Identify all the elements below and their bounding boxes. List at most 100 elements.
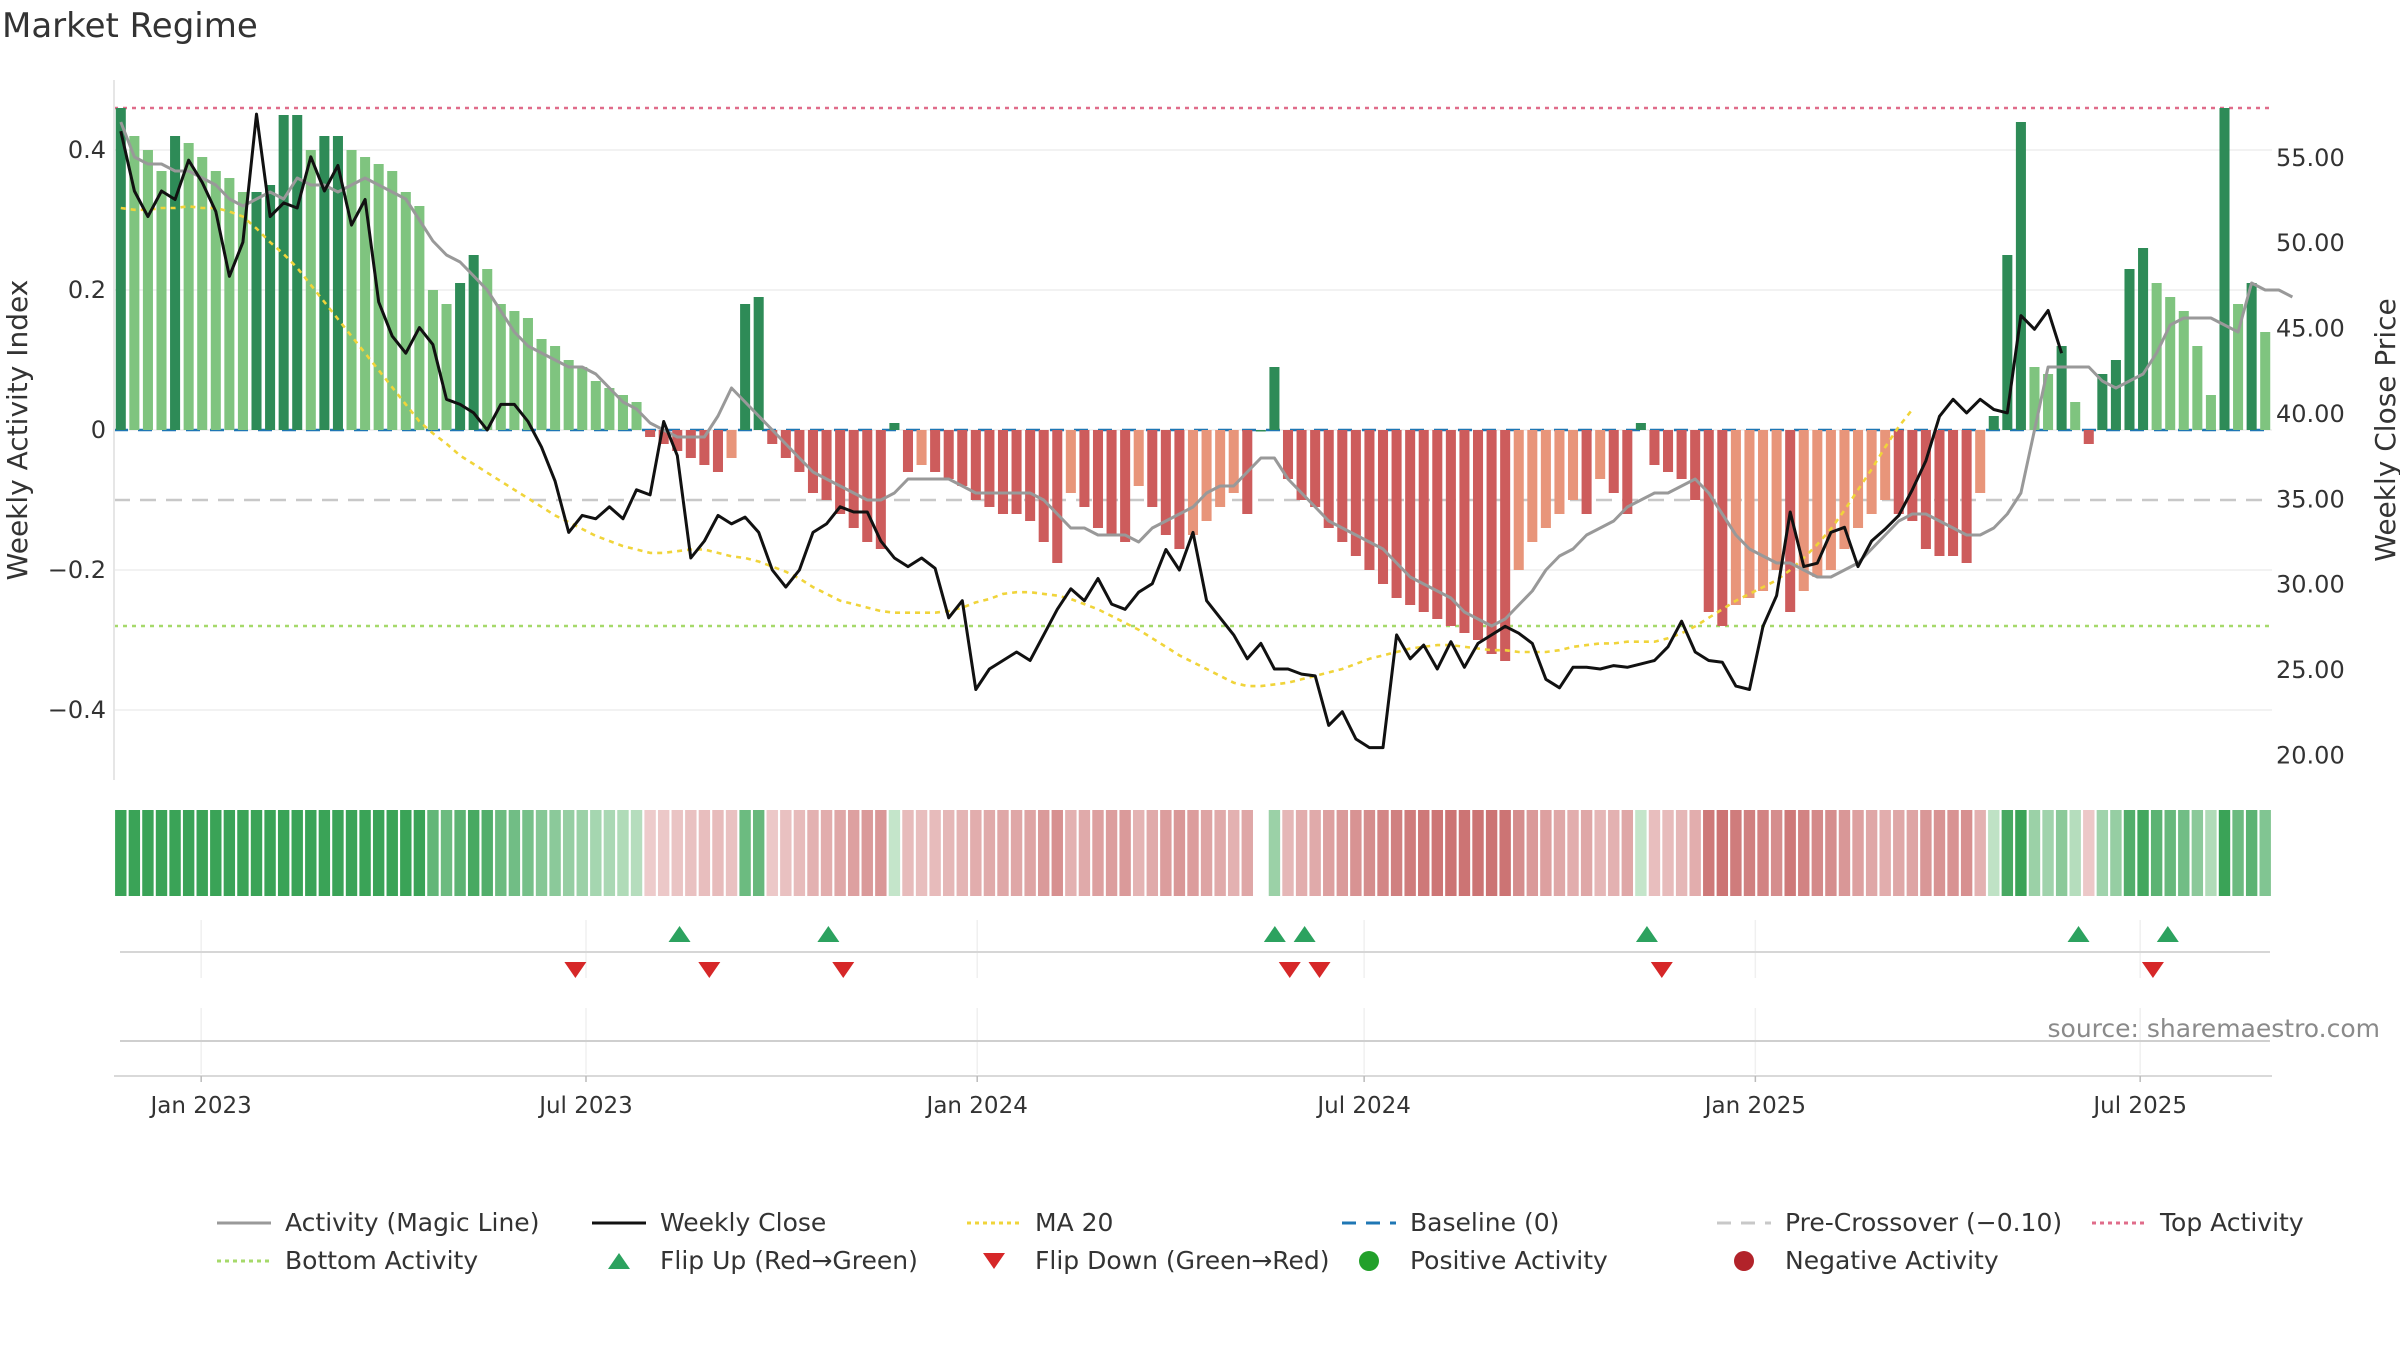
- activity-bar: [862, 430, 873, 542]
- activity-bar: [1730, 430, 1741, 605]
- activity-bar: [550, 346, 561, 430]
- regime-strip-cell: [2150, 810, 2163, 896]
- regime-strip-cell: [115, 810, 127, 896]
- regime-strip-cell: [780, 810, 792, 896]
- flip-markers-layer: [120, 920, 2270, 978]
- activity-bar: [360, 157, 371, 430]
- legend-label: Positive Activity: [1410, 1246, 1608, 1275]
- regime-strip-cell: [2001, 810, 2014, 896]
- y2-tick-label: 50.00: [2276, 229, 2345, 257]
- activity-bar: [1215, 430, 1226, 507]
- regime-strip-cell: [1852, 810, 1864, 896]
- activity-bar: [1717, 430, 1728, 626]
- regime-strip-cell: [2110, 810, 2122, 896]
- activity-bar: [1703, 430, 1714, 612]
- red-dot-icon: [1734, 1250, 1754, 1271]
- regime-strip-cell: [847, 810, 860, 896]
- regime-strip-cell: [1295, 810, 1308, 896]
- regime-strip-cell: [2028, 810, 2041, 896]
- activity-bar: [346, 150, 357, 430]
- activity-bar: [1187, 430, 1199, 535]
- activity-bar: [522, 318, 533, 430]
- regime-strip-cell: [725, 810, 738, 896]
- activity-bar: [1893, 430, 1904, 514]
- magic-line: [119, 121, 2294, 628]
- activity-bar: [1934, 430, 1945, 556]
- x-tick-label: Jul 2025: [2091, 1093, 2187, 1119]
- activity-bar: [1676, 430, 1687, 479]
- legend-label: Flip Down (Green→Red): [1035, 1246, 1330, 1275]
- activity-bar: [685, 430, 696, 458]
- activity-bar: [1853, 430, 1864, 528]
- activity-bar: [875, 430, 886, 549]
- regime-strip-cell: [2069, 810, 2081, 896]
- legend-label: Flip Up (Red→Green): [660, 1246, 918, 1275]
- activity-bar: [2070, 402, 2081, 430]
- activity-bar: [332, 136, 343, 430]
- regime-strip-cell: [1187, 810, 1199, 896]
- regime-strip-cell: [1472, 810, 1484, 896]
- legend-item: Bottom Activity: [215, 1246, 478, 1275]
- regime-strip-cell: [1553, 810, 1566, 896]
- regime-strip-cell: [508, 810, 521, 896]
- regime-strip-cell: [1662, 810, 1674, 896]
- legend-item: Flip Up (Red→Green): [590, 1246, 918, 1275]
- legend-item: Flip Down (Green→Red): [965, 1246, 1330, 1275]
- activity-bar: [2015, 122, 2026, 430]
- activity-bar: [468, 255, 479, 430]
- activity-bar: [1445, 430, 1456, 626]
- activity-bar: [1798, 430, 1809, 591]
- activity-bar: [1500, 430, 1511, 661]
- activity-bar: [1595, 430, 1606, 479]
- regime-strip-cell: [997, 810, 1009, 896]
- regime-strip-cell: [1635, 810, 1647, 896]
- activity-bar: [455, 283, 466, 430]
- regime-strip-cell: [142, 810, 154, 896]
- regime-strip-cell: [1323, 810, 1335, 896]
- regime-strip-cell: [128, 810, 141, 896]
- regime-strip-cell: [875, 810, 887, 896]
- flip-up-marker: [2067, 926, 2090, 942]
- activity-bar: [1174, 430, 1185, 549]
- regime-strip-cell: [902, 810, 914, 896]
- regime-strip-cell: [1241, 810, 1253, 896]
- activity-bar: [1961, 430, 1972, 563]
- activity-bar: [2056, 346, 2067, 430]
- activity-bar: [835, 430, 846, 514]
- green-dot-icon: [1359, 1250, 1379, 1271]
- activity-bar: [2205, 395, 2216, 430]
- regime-strip-cell: [2055, 810, 2068, 896]
- activity-bar: [1744, 430, 1755, 598]
- activity-bar: [292, 115, 303, 430]
- regime-strip-cell: [1092, 810, 1104, 896]
- regime-strip-cell: [1336, 810, 1348, 896]
- regime-strip-cell: [1770, 810, 1783, 896]
- regime-strip-cell: [1716, 810, 1729, 896]
- activity-bar: [441, 304, 452, 430]
- legend-item: Activity (Magic Line): [215, 1208, 539, 1237]
- y2-axis-label: Weekly Close Price: [2369, 298, 2400, 561]
- activity-bar: [2124, 269, 2135, 430]
- regime-strip-cell: [1038, 810, 1050, 896]
- activity-bar: [590, 381, 601, 430]
- regime-strip-cell: [1513, 810, 1525, 896]
- regime-strip-cell: [2259, 810, 2271, 896]
- activity-bar: [251, 192, 262, 430]
- activity-bar: [916, 430, 927, 465]
- regime-strip-cell: [1933, 810, 1946, 896]
- regime-strip-cell: [1404, 810, 1416, 896]
- dashed-blue-line-icon: [1342, 1221, 1396, 1224]
- legend-item: Negative Activity: [1715, 1246, 1999, 1275]
- regime-strip-cell: [332, 810, 344, 896]
- regime-strip-cell: [644, 810, 656, 896]
- activity-bar: [1988, 416, 1999, 430]
- activity-bar: [1486, 430, 1497, 654]
- ma20-line: [120, 205, 1914, 688]
- regime-strip-cell: [1960, 810, 1973, 896]
- activity-bar: [1812, 430, 1823, 577]
- regime-strip-cell: [1743, 810, 1756, 896]
- activity-bar: [767, 430, 778, 444]
- dotted-yellow-line-icon: [967, 1221, 1021, 1224]
- regime-strip-cell: [2137, 810, 2149, 896]
- regime-strip-cell: [1974, 810, 1986, 896]
